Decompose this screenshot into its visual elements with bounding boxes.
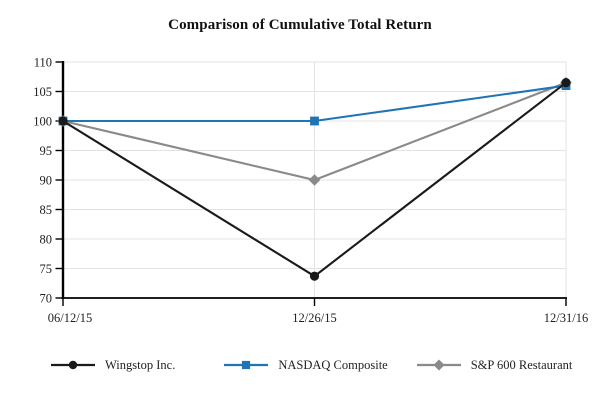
x-tick-label: 12/26/15 <box>292 311 336 325</box>
y-tick-label: 70 <box>40 291 53 305</box>
y-tick-label: 110 <box>34 55 52 69</box>
legend-item-wingstop: Wingstop Inc. <box>50 358 175 373</box>
nasdaq-legend-marker-icon <box>224 360 269 370</box>
legend-marker <box>68 360 78 370</box>
legend-label-wingstop: Wingstop Inc. <box>105 357 176 372</box>
data-point-marker <box>308 174 321 186</box>
chart-legend: Wingstop Inc. NASDAQ Composite S&P 600 R… <box>0 352 600 378</box>
data-point-marker <box>58 116 68 126</box>
legend-label-sp600: S&P 600 Restaurant <box>470 357 573 372</box>
data-point-marker <box>309 271 320 281</box>
series-wingstop-inc- <box>58 78 571 281</box>
legend-marker <box>433 359 445 371</box>
chart-title: Comparison of Cumulative Total Return <box>168 17 432 33</box>
sp600-legend-marker-icon <box>416 359 461 371</box>
y-tick-label: 90 <box>40 173 53 187</box>
y-tick-label: 95 <box>40 144 53 158</box>
legend-label-nasdaq: NASDAQ Composite <box>278 357 388 372</box>
legend-item-sp600: S&P 600 Restaurant <box>416 357 573 373</box>
legend-marker <box>242 360 251 370</box>
data-point-marker <box>561 78 571 88</box>
y-tick-label: 80 <box>40 232 53 246</box>
y-tick-label: 75 <box>40 262 53 276</box>
wingstop-legend-marker-icon <box>51 360 95 370</box>
data-point-marker <box>310 116 319 126</box>
y-tick-label: 105 <box>33 85 52 99</box>
legend-item-nasdaq: NASDAQ Composite <box>223 357 388 373</box>
x-tick-label: 06/12/15 <box>48 311 92 325</box>
y-tick-label: 100 <box>33 114 52 128</box>
y-tick-label: 85 <box>40 203 53 217</box>
chart-plot-area: 70 75 80 85 90 95 100 105 110 06/12/15 12/26/15 12/… <box>33 55 588 325</box>
x-tick-label: 12/31/16 <box>544 311 588 325</box>
